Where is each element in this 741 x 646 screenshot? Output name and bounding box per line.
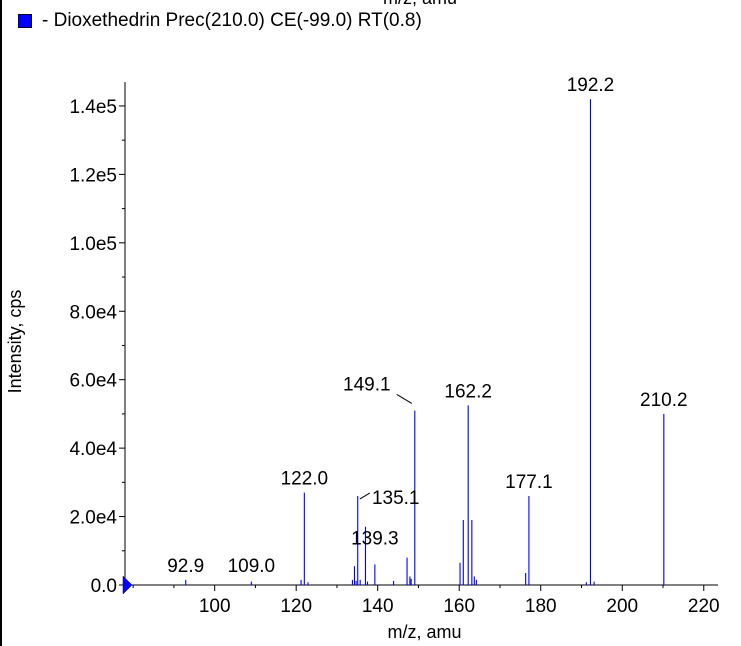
y-tick-label: 4.0e4: [69, 439, 117, 460]
panel-left-border: [0, 0, 2, 646]
peak-label: 92.9: [167, 556, 204, 577]
y-tick-label: 1.0e5: [69, 234, 117, 255]
peak-label: 149.1: [343, 374, 391, 395]
x-tick-label: 100: [199, 596, 231, 617]
previous-panel-x-axis-title: m/z, amu: [383, 0, 457, 8]
x-axis-title: m/z, amu: [387, 622, 461, 642]
x-tick-label: 180: [525, 596, 557, 617]
y-tick-label: 0.0: [91, 576, 117, 597]
x-tick-label: 220: [688, 596, 720, 617]
x-tick-label: 200: [606, 596, 638, 617]
legend-swatch: [18, 14, 32, 28]
legend: - Dioxethedrin Prec(210.0) CE(-99.0) RT(…: [18, 9, 422, 33]
peak-label: 210.2: [640, 390, 688, 411]
peak-label: 192.2: [567, 75, 615, 96]
peak-label: 177.1: [505, 472, 553, 493]
y-tick-label: 6.0e4: [69, 371, 117, 392]
peak-label: 162.2: [444, 381, 492, 402]
peak-label: 122.0: [281, 469, 329, 490]
legend-label: - Dioxethedrin Prec(210.0) CE(-99.0) RT(…: [42, 10, 422, 31]
peak-label: 139.3: [351, 528, 399, 549]
x-tick-label: 120: [280, 596, 312, 617]
peak-label: 135.1: [372, 488, 420, 509]
y-tick-label: 1.4e5: [69, 97, 117, 118]
y-tick-label: 2.0e4: [69, 508, 117, 529]
peak-label: 109.0: [228, 556, 276, 577]
x-tick-label: 160: [443, 596, 475, 617]
origin-marker: [122, 575, 133, 595]
y-tick-label: 8.0e4: [69, 302, 117, 323]
peak-label-leader: [359, 492, 370, 500]
y-axis-title: Intensity, cps: [5, 290, 25, 394]
x-tick-label: 140: [362, 596, 394, 617]
peak-label-leader: [396, 394, 413, 404]
y-tick-label: 1.2e5: [69, 165, 117, 186]
